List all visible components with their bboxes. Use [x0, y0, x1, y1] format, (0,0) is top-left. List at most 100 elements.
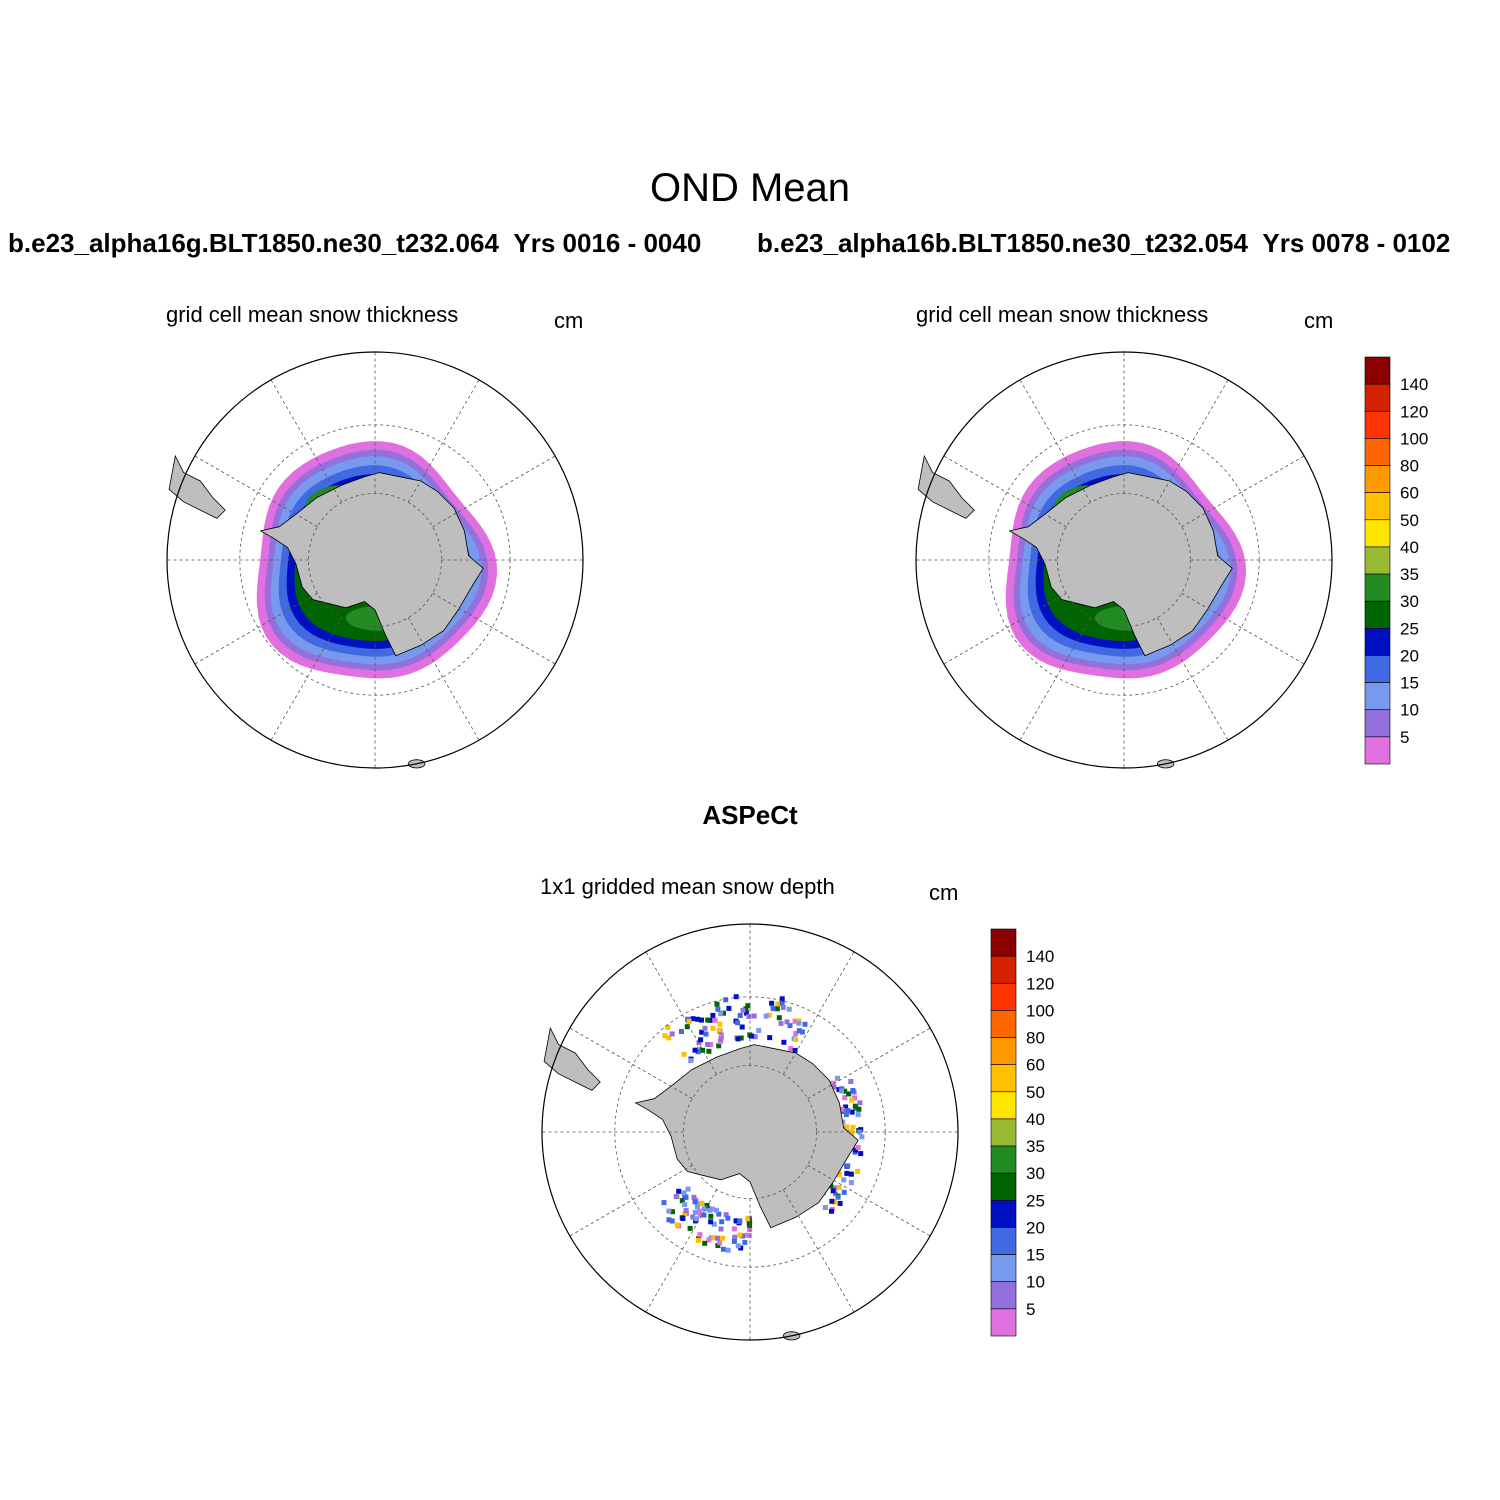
obs-cell: [743, 1010, 749, 1016]
obs-cell: [662, 1033, 668, 1039]
antarctica-landmass: [634, 1044, 859, 1229]
obs-cell: [850, 1124, 856, 1130]
obs-cell: [763, 1013, 769, 1019]
obs-cell: [837, 1200, 843, 1206]
obs-cell: [735, 1020, 740, 1026]
obs-cell: [788, 1046, 794, 1052]
map-panel-1: [166, 351, 584, 769]
south-america-landmass: [917, 454, 975, 519]
obs-cell: [856, 1106, 862, 1112]
obs-cell: [776, 1015, 782, 1021]
obs-cell: [775, 1001, 781, 1007]
obs-cell: [715, 1006, 721, 1012]
obs-cell: [702, 1025, 708, 1031]
colorbar-label: 15: [1400, 674, 1419, 693]
obs-cell: [705, 1017, 711, 1023]
obs-cell: [716, 1043, 722, 1049]
obs-cell: [715, 1235, 720, 1241]
obs-cell: [745, 1216, 751, 1222]
colorbar-label: 100: [1400, 429, 1428, 448]
obs-cell: [848, 1180, 854, 1186]
colorbar-label: 100: [1026, 1001, 1054, 1020]
obs-cell: [705, 1042, 711, 1047]
obs-cell: [770, 1006, 776, 1012]
obs-cell: [718, 1034, 724, 1040]
obs-cell: [685, 1186, 691, 1192]
obs-cell: [781, 1039, 787, 1045]
colorbar-swatch: [1364, 492, 1391, 521]
case-1-years: Yrs 0016 - 0040: [513, 228, 702, 258]
obs-cell: [779, 996, 785, 1002]
colorbar-label: 25: [1400, 619, 1419, 638]
colorbar-label: 60: [1026, 1056, 1045, 1075]
antarctica-landmass: [259, 472, 484, 657]
obs-cell: [796, 1020, 802, 1026]
colorbar-label: 80: [1026, 1029, 1045, 1048]
obs-cell: [841, 1189, 847, 1195]
obs-cell: [852, 1095, 857, 1101]
obs-cell: [746, 1013, 752, 1019]
obs-cell: [858, 1127, 864, 1133]
obs-cell: [692, 1209, 698, 1215]
figure-title: OND Mean: [649, 166, 851, 210]
panel-3-subtitle: 1x1 gridded mean snow depth: [540, 874, 835, 899]
obs-cell: [739, 1024, 745, 1030]
obs-cell: [697, 1232, 703, 1238]
colorbar-swatch: [1364, 573, 1391, 602]
obs-cell: [696, 1040, 702, 1046]
obs-cell: [711, 1221, 717, 1227]
colorbar-swatch: [1364, 709, 1391, 738]
obs-cell: [831, 1084, 837, 1090]
colorbar-swatch: [1364, 410, 1391, 439]
obs-cell: [833, 1191, 838, 1197]
colorbar-label: 5: [1400, 728, 1409, 747]
obs-cell: [735, 1243, 741, 1249]
obs-cell: [774, 1006, 780, 1012]
obs-cell: [733, 994, 739, 1000]
obs-cell: [679, 1029, 684, 1034]
obs-cell: [742, 1239, 748, 1245]
colorbar-swatch: [990, 1227, 1017, 1255]
obs-cell: [717, 1021, 723, 1027]
obs-cell: [665, 1024, 671, 1030]
obs-cell: [679, 1198, 685, 1204]
colorbar-label: 30: [1026, 1164, 1045, 1183]
parallel-circle: [308, 493, 442, 627]
colorbar-swatch: [1364, 546, 1391, 575]
colorbar-label: 120: [1400, 402, 1428, 421]
colorbar-label: 140: [1400, 375, 1428, 394]
obs-cell: [835, 1075, 840, 1081]
obs-cell: [718, 1226, 724, 1232]
obs-cell: [670, 1209, 675, 1215]
obs-cell: [836, 1184, 842, 1190]
south-america-landmass: [168, 454, 226, 519]
obs-cell: [720, 1246, 726, 1252]
obs-cell: [745, 1003, 751, 1009]
colorbar-swatch: [990, 1010, 1017, 1038]
obs-cell: [738, 1035, 744, 1041]
obs-cell: [740, 1007, 746, 1013]
obs-cell: [792, 1018, 798, 1024]
case-2-name: b.e23_alpha16b.BLT1850.ne30_t232.054: [757, 228, 1248, 258]
colorbar-label: 120: [1026, 974, 1054, 993]
obs-cell: [720, 1235, 726, 1241]
obs-cell: [669, 1218, 675, 1224]
obs-cell: [681, 1190, 687, 1196]
panel-3-units: cm: [929, 880, 959, 905]
obs-cell: [718, 1011, 724, 1017]
colorbar-label: 30: [1400, 592, 1419, 611]
obs-cell: [849, 1109, 855, 1115]
colorbar-label: 60: [1400, 484, 1419, 503]
obs-cell: [666, 1217, 672, 1223]
obs-cell: [704, 1202, 710, 1208]
obs-cell: [708, 1213, 714, 1219]
obs-cell: [692, 1047, 698, 1053]
obs-cell: [723, 997, 729, 1003]
colorbar-label: 10: [1026, 1273, 1045, 1292]
obs-cell: [723, 1212, 729, 1218]
obs-cell: [784, 1019, 790, 1025]
obs-cell: [746, 1233, 752, 1239]
obs-cell: [802, 1021, 808, 1027]
obs-cell: [842, 1088, 848, 1094]
